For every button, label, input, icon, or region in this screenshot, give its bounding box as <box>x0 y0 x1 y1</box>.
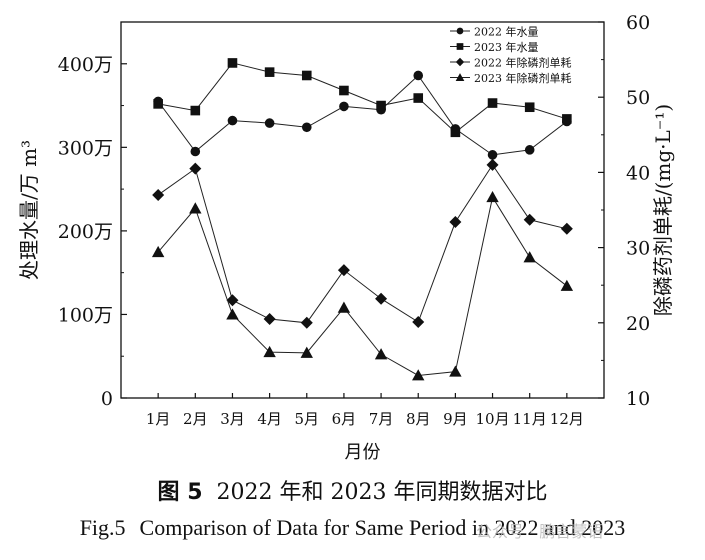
data-point-dosage-2022 <box>189 162 202 175</box>
legend-marker-dosage-2023 <box>455 73 465 81</box>
data-point-water-2023 <box>153 99 163 109</box>
data-point-dosage-2023 <box>523 251 536 263</box>
caption-en-title: Comparison of Data for Same Period in 20… <box>139 515 626 540</box>
data-point-dosage-2023 <box>263 345 276 358</box>
y-left-tick-label: 0 <box>101 388 113 410</box>
caption-en-figure-number: Fig.5 <box>79 515 126 540</box>
legend-marker-water-2023 <box>456 43 464 50</box>
data-point-water-2022 <box>487 150 498 160</box>
data-point-water-2023 <box>413 93 424 103</box>
data-point-water-2023 <box>450 127 461 138</box>
data-point-water-2022 <box>301 122 312 133</box>
caption-chinese: 图 5 2022 年和 2023 年同期数据对比 <box>0 474 705 506</box>
data-point-dosage-2022 <box>560 222 573 235</box>
data-point-water-2022 <box>524 145 535 155</box>
data-point-dosage-2023 <box>151 245 165 258</box>
y-left-tick-label: 300万 <box>58 137 113 159</box>
data-point-dosage-2023 <box>560 279 574 291</box>
legend-label-water-2022: 2022 年水量 <box>474 25 539 39</box>
x-tick-label: 9月 <box>443 410 468 428</box>
legend-label-water-2023: 2023 年水量 <box>474 40 539 54</box>
data-point-dosage-2023 <box>337 301 351 313</box>
y-right-tick-label: 40 <box>626 162 650 184</box>
x-tick-label: 8月 <box>406 410 431 428</box>
data-point-water-2023 <box>562 114 572 124</box>
y-right-tick-label: 30 <box>626 238 650 260</box>
data-point-dosage-2022 <box>263 313 276 326</box>
data-point-dosage-2022 <box>300 316 313 329</box>
x-tick-label: 12月 <box>550 410 584 428</box>
legend-marker-dosage-2022 <box>455 57 465 67</box>
data-point-water-2022 <box>264 118 275 128</box>
x-tick-label: 2月 <box>183 410 208 428</box>
data-point-dosage-2022 <box>152 188 165 201</box>
x-tick-label: 3月 <box>220 410 245 428</box>
data-point-water-2023 <box>264 67 275 77</box>
data-point-dosage-2023 <box>486 191 499 203</box>
y-left-tick-label: 200万 <box>58 221 113 243</box>
watermark: 公众号 · 鹏言蒙语 <box>476 522 604 541</box>
y-right-axis-title: 除磷药剂单耗/(mg·L⁻¹) <box>651 104 675 316</box>
y-left-axis-title: 处理水量/万 m³ <box>17 140 41 280</box>
y-right-tick-label: 10 <box>626 388 650 410</box>
data-point-dosage-2022 <box>337 264 350 277</box>
series-line-dosage-2023 <box>157 195 568 376</box>
legend-label-dosage-2022: 2022 年除磷剂单耗 <box>474 56 572 70</box>
x-tick-label: 4月 <box>257 410 282 428</box>
data-point-dosage-2022 <box>523 213 536 226</box>
data-point-water-2022 <box>227 115 238 126</box>
data-point-dosage-2022 <box>375 292 388 305</box>
y-right-tick-label: 20 <box>626 313 650 335</box>
data-point-dosage-2022 <box>226 294 239 307</box>
y-left-tick-label: 100万 <box>58 304 113 326</box>
data-point-water-2022 <box>339 101 349 112</box>
series-line-water-2022 <box>157 74 568 156</box>
y-left-tick-label: 400万 <box>58 54 113 76</box>
y-right-tick-label: 60 <box>626 12 650 34</box>
data-point-water-2023 <box>524 102 535 113</box>
data-point-water-2023 <box>339 85 349 96</box>
x-tick-label: 11月 <box>513 410 547 428</box>
data-point-water-2023 <box>376 100 386 111</box>
x-tick-label: 5月 <box>294 410 319 428</box>
x-tick-label: 6月 <box>332 410 357 428</box>
data-point-dosage-2023 <box>189 202 202 214</box>
data-point-dosage-2023 <box>412 369 425 381</box>
data-point-water-2023 <box>190 105 201 116</box>
series-line-water-2023 <box>158 62 567 133</box>
comparison-chart: 0 100万 200万 300万 400万 10 20 30 40 50 60 1月 2月 3月 4月 5月 6… <box>17 12 675 463</box>
data-point-water-2022 <box>413 70 424 81</box>
data-point-dosage-2023 <box>226 308 239 320</box>
x-tick-label: 10月 <box>475 410 509 428</box>
data-point-dosage-2022 <box>412 316 425 329</box>
data-point-water-2023 <box>487 98 498 108</box>
data-point-water-2023 <box>301 70 312 81</box>
caption-english: Fig.5 Comparison of Data for Same Period … <box>0 515 705 541</box>
data-point-dosage-2022 <box>486 158 499 171</box>
caption-cn-title: 2022 年和 2023 年同期数据对比 <box>216 480 548 505</box>
data-point-dosage-2022 <box>449 216 462 229</box>
x-axis-title: 月份 <box>345 442 381 463</box>
data-point-water-2022 <box>190 146 201 157</box>
caption-cn-figure-number: 图 5 <box>157 480 203 505</box>
y-right-tick-label: 50 <box>626 87 650 109</box>
data-point-dosage-2023 <box>449 365 462 377</box>
data-point-dosage-2023 <box>374 348 388 360</box>
series-line-dosage-2022 <box>157 163 567 324</box>
data-point-water-2023 <box>227 58 238 68</box>
legend-label-dosage-2023: 2023 年除磷剂单耗 <box>474 71 572 85</box>
x-tick-label: 1月 <box>146 410 171 428</box>
legend-marker-water-2022 <box>456 27 464 35</box>
x-tick-label: 7月 <box>369 410 394 428</box>
data-point-dosage-2023 <box>300 346 313 358</box>
